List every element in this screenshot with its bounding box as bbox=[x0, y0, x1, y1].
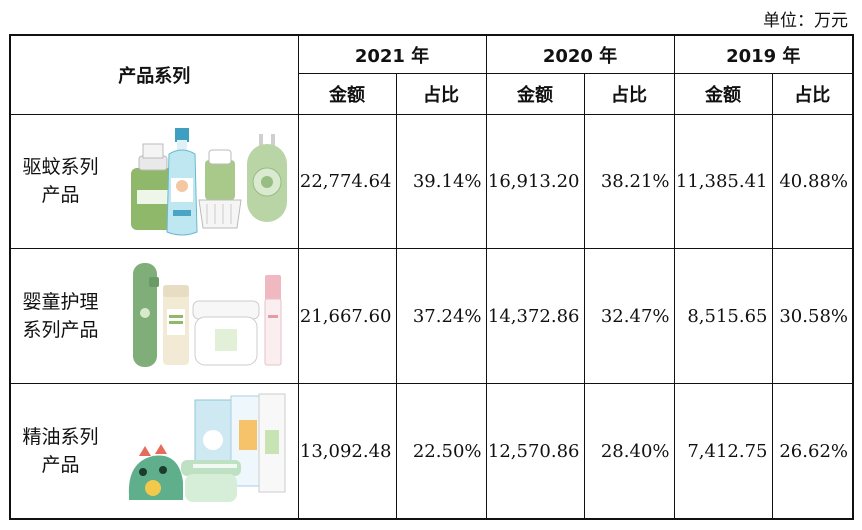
header-ratio: 占比 bbox=[771, 73, 854, 115]
table-row: 精油系列 产品 13,092. bbox=[9, 383, 854, 520]
ratio-2020: 38.21% bbox=[583, 113, 675, 250]
ratio-2021: 37.24% bbox=[395, 248, 487, 385]
ratio-2021: 39.14% bbox=[395, 113, 487, 250]
header-category: 产品系列 bbox=[9, 34, 299, 115]
header-amount: 金额 bbox=[485, 73, 585, 115]
header-row-metrics: 金额 占比 金额 占比 金额 占比 bbox=[10, 73, 854, 115]
amount-2020: 12,570.86 bbox=[485, 383, 585, 520]
amount-2019: 11,385.41 bbox=[673, 113, 773, 250]
category-name: 驱蚊系列 产品 bbox=[9, 113, 110, 250]
product-revenue-table: 产品系列 2021 年 2020 年 2019 年 金额 占比 金额 占比 金额… bbox=[9, 34, 854, 520]
amount-2021: 22,774.64 bbox=[297, 113, 397, 250]
header-amount: 金额 bbox=[297, 73, 397, 115]
table-row: 婴童护理 系列产品 bbox=[9, 248, 854, 385]
header-row-years: 产品系列 2021 年 2020 年 2019 年 bbox=[9, 34, 854, 115]
header-ratio: 占比 bbox=[395, 73, 487, 115]
amount-2020: 14,372.86 bbox=[485, 248, 585, 385]
table-row: 驱蚊系列 产品 bbox=[9, 113, 854, 250]
header-ratio: 占比 bbox=[583, 73, 675, 115]
header-year-2021: 2021 年 bbox=[297, 34, 487, 75]
header-amount: 金额 bbox=[673, 73, 773, 115]
amount-2019: 7,412.75 bbox=[673, 383, 773, 520]
category-name: 精油系列 产品 bbox=[9, 383, 110, 520]
mosquito-repellent-products-image bbox=[110, 113, 299, 250]
ratio-2020: 28.40% bbox=[583, 383, 675, 520]
ratio-2020: 32.47% bbox=[583, 248, 675, 385]
amount-2021: 13,092.48 bbox=[297, 383, 397, 520]
essential-oil-products-image bbox=[110, 383, 299, 520]
ratio-2019: 40.88% bbox=[771, 113, 854, 250]
unit-label: 单位：万元 bbox=[763, 11, 848, 31]
ratio-2019: 30.58% bbox=[771, 248, 854, 385]
header-year-2019: 2019 年 bbox=[673, 34, 854, 75]
ratio-2019: 26.62% bbox=[771, 383, 854, 520]
amount-2019: 8,515.65 bbox=[673, 248, 773, 385]
ratio-2021: 22.50% bbox=[395, 383, 487, 520]
amount-2020: 16,913.20 bbox=[485, 113, 585, 250]
header-year-2020: 2020 年 bbox=[485, 34, 675, 75]
amount-2021: 21,667.60 bbox=[297, 248, 397, 385]
baby-care-products-image bbox=[110, 248, 299, 385]
category-name: 婴童护理 系列产品 bbox=[9, 248, 110, 385]
